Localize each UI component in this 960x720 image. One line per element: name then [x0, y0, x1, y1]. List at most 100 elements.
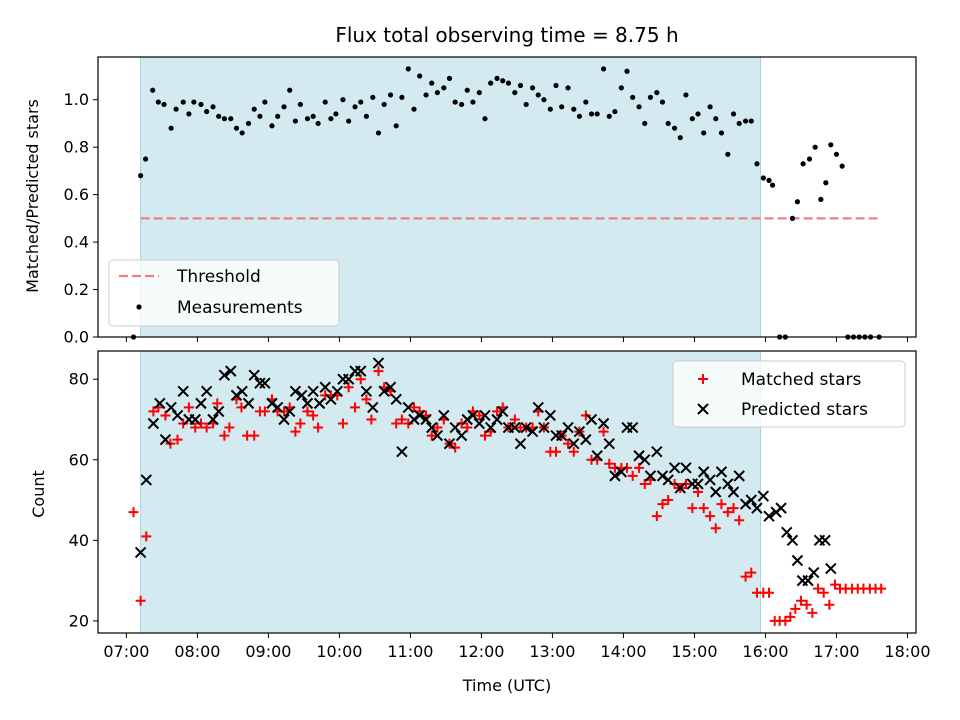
count-y-tick-label: 80 — [69, 370, 89, 389]
measurement-point — [204, 108, 210, 115]
matched-star-point — [598, 426, 609, 437]
matched-star-point — [195, 418, 206, 429]
measurement-point — [142, 156, 149, 162]
measurement-point — [245, 120, 252, 127]
predicted-star-point — [509, 421, 521, 434]
measurement-point — [228, 116, 234, 122]
matched-star-point — [710, 523, 721, 534]
matched-star-point — [634, 462, 645, 473]
measurement-point — [239, 130, 245, 136]
matched-star-point — [604, 458, 615, 469]
measurement-point — [565, 85, 571, 91]
matched-star-point — [790, 603, 801, 614]
measurement-point — [730, 111, 737, 117]
count-y-axis-label: Count — [29, 470, 48, 518]
predicted-star-point — [360, 385, 373, 397]
measurement-point — [281, 104, 287, 110]
matched-star-point — [178, 418, 189, 429]
ratio-y-tick-label: 1.0 — [64, 90, 89, 109]
legend-matched-label: Matched stars — [741, 370, 861, 390]
measurement-point — [742, 118, 749, 124]
predicted-star-point — [591, 450, 603, 462]
measurement-point — [186, 111, 192, 117]
matched-star-point — [876, 583, 887, 594]
predicted-star-point — [668, 462, 681, 474]
matched-star-point — [509, 414, 520, 425]
predicted-star-point — [715, 466, 728, 478]
measurement-point — [559, 104, 565, 110]
measurement-point — [173, 106, 179, 112]
matched-star-point — [698, 503, 709, 514]
predicted-star-point — [615, 466, 628, 478]
measurement-point — [257, 113, 263, 119]
matched-star-point — [693, 487, 704, 497]
measurement-point — [654, 89, 660, 96]
legend-measurements-label: Measurements — [177, 298, 303, 318]
predicted-star-point — [573, 425, 586, 438]
predicted-star-point — [396, 446, 408, 458]
measurement-point — [713, 116, 719, 122]
measurement-point — [322, 99, 328, 105]
ratio-y-tick-label: 0.6 — [64, 185, 89, 204]
measurement-point — [683, 92, 689, 98]
predicted-star-point — [733, 470, 745, 482]
measurement-point — [677, 135, 683, 141]
matched-star-point — [391, 418, 402, 429]
matched-star-point — [141, 531, 152, 542]
matched-star-point — [639, 478, 650, 489]
measurement-point — [434, 89, 441, 96]
matched-star-point — [479, 430, 490, 441]
predicted-star-point — [568, 437, 580, 450]
predicted-star-point — [426, 421, 438, 434]
count-y-tick-label: 20 — [69, 611, 89, 630]
predicted-star-point — [526, 425, 539, 438]
predicted-star-point — [722, 478, 734, 490]
predicted-star-point — [825, 562, 837, 575]
x-tick-label: 16:00 — [742, 642, 788, 661]
predicted-star-point — [674, 482, 686, 494]
matched-star-point — [183, 402, 194, 413]
predicted-star-point — [555, 429, 568, 442]
predicted-star-point — [301, 397, 314, 410]
x-tick-label: 15:00 — [671, 642, 717, 661]
measurement-point — [701, 130, 707, 136]
predicted-star-point — [745, 494, 757, 506]
ratio-y-tick-label: 0.8 — [64, 138, 89, 157]
matched-star-point — [492, 406, 503, 417]
measurement-point — [541, 97, 547, 103]
matched-star-point — [474, 410, 485, 421]
predicted-star-point — [331, 385, 344, 397]
count-y-ticks: 20 40 60 80 — [69, 370, 98, 630]
matched-star-point — [224, 422, 235, 433]
matched-star-point — [728, 503, 739, 514]
predicted-star-point — [484, 421, 497, 434]
measurement-point — [606, 113, 612, 119]
predicted-star-point — [580, 433, 592, 446]
matched-star-point — [259, 406, 270, 417]
measurement-point — [659, 99, 666, 105]
matched-star-point — [396, 414, 407, 425]
measurement-point — [583, 99, 589, 105]
predicted-star-point — [585, 413, 598, 426]
measurement-point — [358, 99, 364, 105]
predicted-star-point — [271, 401, 284, 414]
x-tick-label: 10:00 — [316, 642, 362, 661]
measurement-point — [812, 144, 818, 150]
legend-predicted-label: Predicted stars — [741, 400, 868, 420]
predicted-star-point — [781, 526, 793, 538]
matched-star-point — [734, 515, 745, 526]
count-y-tick-label: 60 — [69, 450, 89, 469]
matched-star-point — [663, 495, 674, 506]
measurement-point — [405, 66, 411, 72]
predicted-star-point — [455, 429, 468, 442]
ratio-panel: 0.0 0.2 0.4 0.6 0.8 1.0 Matched/Predicted sta… — [23, 56, 917, 347]
measurement-point — [760, 175, 766, 181]
predicted-star-point — [413, 409, 426, 422]
predicted-star-point — [207, 413, 219, 426]
measurement-point — [547, 106, 553, 112]
x-tick-label: 08:00 — [174, 642, 220, 661]
measurement-point — [387, 92, 394, 98]
measurement-point — [523, 101, 529, 108]
predicted-star-point — [520, 421, 532, 434]
predicted-star-point — [479, 409, 491, 422]
